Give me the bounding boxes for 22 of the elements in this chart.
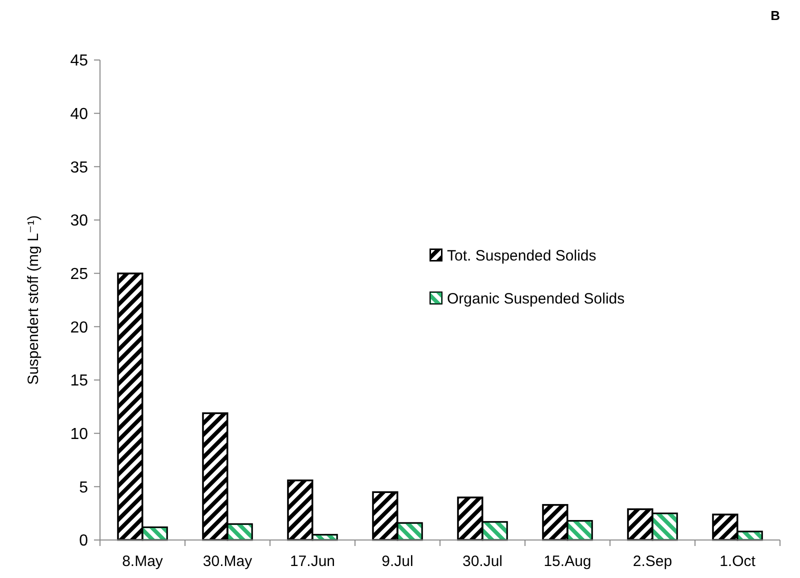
x-tick-label: 30.Jul (462, 553, 503, 570)
y-tick-label: 30 (70, 212, 88, 230)
x-tick-label: 2.Sep (632, 553, 672, 570)
x-tick-label: 1.Oct (720, 553, 756, 570)
y-tick-label: 15 (70, 372, 88, 390)
y-tick-label: 20 (70, 319, 88, 336)
y-tick-label: 0 (79, 532, 88, 550)
x-tick-label: 15.Aug (544, 553, 592, 570)
y-tick-label: 35 (70, 159, 88, 176)
y-tick-label: 25 (70, 266, 88, 283)
y-tick-label: 40 (70, 106, 88, 123)
x-tick-label: 8.May (122, 553, 164, 570)
y-axis-title: Suspendert stoff (mg L⁻¹) (25, 215, 42, 385)
y-tick-label: 10 (70, 426, 88, 443)
x-tick-label: 17.Jun (290, 553, 336, 570)
legend-label: Organic Suspended Solids (447, 290, 625, 308)
chart-title: B (770, 8, 780, 23)
x-tick-label: 9.Jul (382, 553, 414, 570)
y-tick-label: 45 (70, 52, 88, 70)
x-tick-label: 30.May (202, 553, 253, 570)
y-tick-label: 5 (79, 479, 88, 496)
legend-label: Tot. Suspended Solids (447, 247, 596, 264)
